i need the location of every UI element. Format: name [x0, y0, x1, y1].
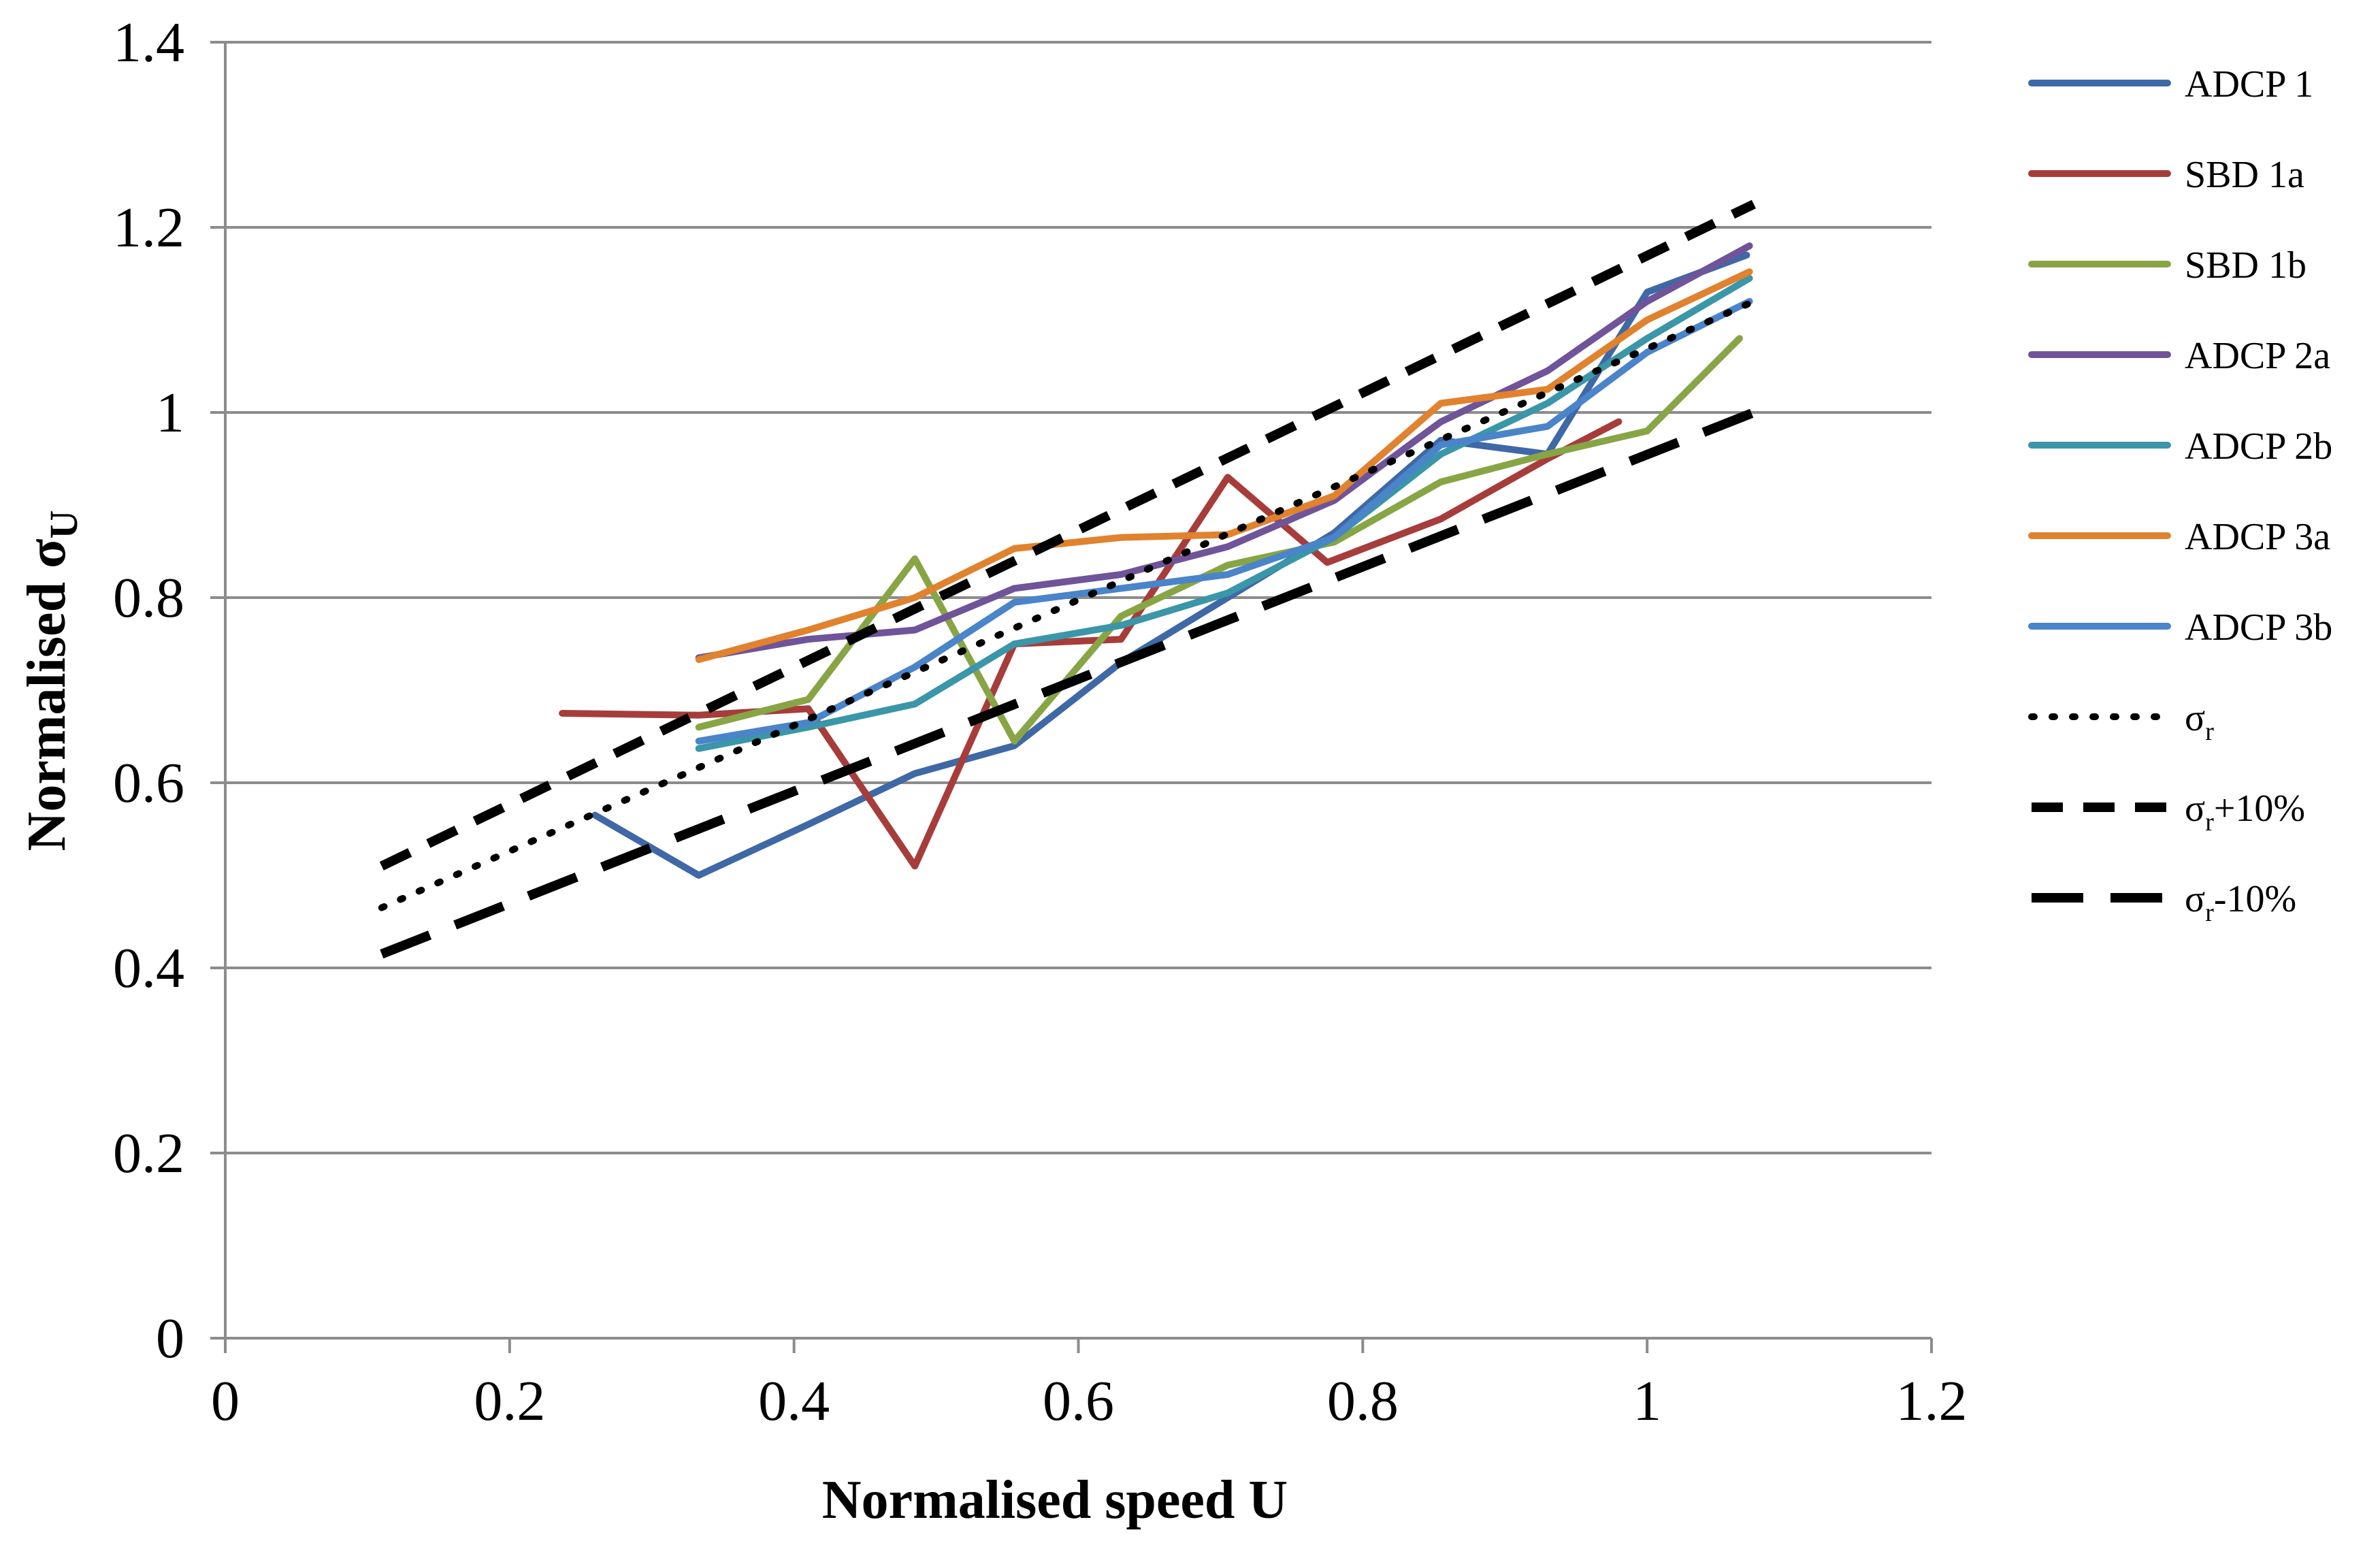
y-axis-title: Normalised σU	[17, 510, 86, 851]
legend-label-subscript: r	[2205, 717, 2214, 746]
axes	[210, 41, 1933, 1353]
series-line--r	[378, 297, 1757, 911]
legend-item: ADCP 2a	[2028, 335, 2330, 377]
series-line-adcp-3b	[695, 297, 1753, 745]
legend-label: σr-10%	[2185, 878, 2296, 927]
legend-item: σr+10%	[2032, 788, 2305, 837]
series-line--r-10-	[380, 408, 1756, 959]
legend-item: SBD 1b	[2028, 244, 2306, 287]
y-tick-label: 1.4	[113, 11, 184, 74]
legend-item: ADCP 3b	[2028, 606, 2332, 649]
grid-lines	[225, 41, 1931, 1154]
x-tick-label: 0.4	[758, 1369, 830, 1433]
y-tick-label: 0.2	[113, 1122, 184, 1185]
legend-label: SBD 1b	[2185, 244, 2306, 287]
legend: ADCP 1 SBD 1a SBD 1b ADCP 2a ADCP 2b ADCP 3a A…	[2028, 63, 2332, 927]
legend-label: ADCP 1	[2185, 63, 2313, 106]
x-tick-label: 0.6	[1043, 1369, 1114, 1433]
x-tick-label: 1	[1633, 1369, 1661, 1433]
y-tick-label: 0.6	[113, 751, 184, 815]
series-line--r-10-	[379, 199, 1756, 871]
x-tick-label: 0.2	[474, 1369, 545, 1433]
legend-item: ADCP 3a	[2028, 516, 2330, 558]
legend-label-subscript: r	[2205, 808, 2214, 837]
legend-label: ADCP 3a	[2185, 516, 2330, 558]
legend-item: σr	[2028, 697, 2214, 746]
legend-label-suffix: +10%	[2214, 788, 2305, 830]
legend-label-symbol: σ	[2185, 878, 2205, 920]
tick-labels: 0 0.2 0.4 0.6 0.8 1 1.2 1.4 0 0.2 0.4 0.6 0.8 1 1.2	[113, 11, 1968, 1433]
y-tick-label: 0.8	[113, 566, 184, 630]
legend-label: σr+10%	[2185, 788, 2305, 837]
x-tick-label: 1.2	[1896, 1369, 1968, 1433]
legend-label: σr	[2185, 697, 2214, 746]
legend-label-symbol: σ	[2185, 697, 2205, 739]
axis-titles: Normalised speed U Normalised σU	[17, 510, 1288, 1530]
legend-label-suffix: -10%	[2214, 878, 2296, 920]
legend-label: ADCP 2a	[2185, 335, 2330, 377]
legend-item: ADCP 1	[2028, 63, 2313, 106]
x-tick-label: 0.8	[1327, 1369, 1399, 1433]
series-line-adcp-2b	[695, 274, 1753, 752]
legend-label-symbol: σ	[2185, 788, 2205, 830]
series-line-adcp-1	[591, 251, 1750, 879]
series-line-sbd-1a	[559, 418, 1623, 870]
y-tick-label: 0	[156, 1307, 184, 1370]
legend-item: ADCP 2b	[2028, 425, 2332, 468]
y-axis-title-subscript: U	[42, 510, 86, 539]
y-tick-label: 1.2	[113, 196, 184, 259]
y-tick-label: 1	[156, 381, 184, 444]
x-tick-label: 0	[211, 1369, 240, 1433]
legend-label-subscript: r	[2205, 898, 2214, 927]
legend-item: SBD 1a	[2028, 154, 2304, 196]
legend-label: ADCP 3b	[2185, 606, 2332, 649]
legend-item: σr-10%	[2032, 878, 2296, 927]
series-line-adcp-2a	[695, 242, 1753, 662]
y-tick-label: 0.4	[113, 937, 184, 1000]
x-axis-title: Normalised speed U	[822, 1470, 1288, 1530]
legend-label: SBD 1a	[2185, 154, 2304, 196]
legend-label: ADCP 2b	[2185, 425, 2332, 468]
y-axis-title-main: Normalised σ	[17, 538, 77, 851]
data-series	[378, 199, 1757, 959]
